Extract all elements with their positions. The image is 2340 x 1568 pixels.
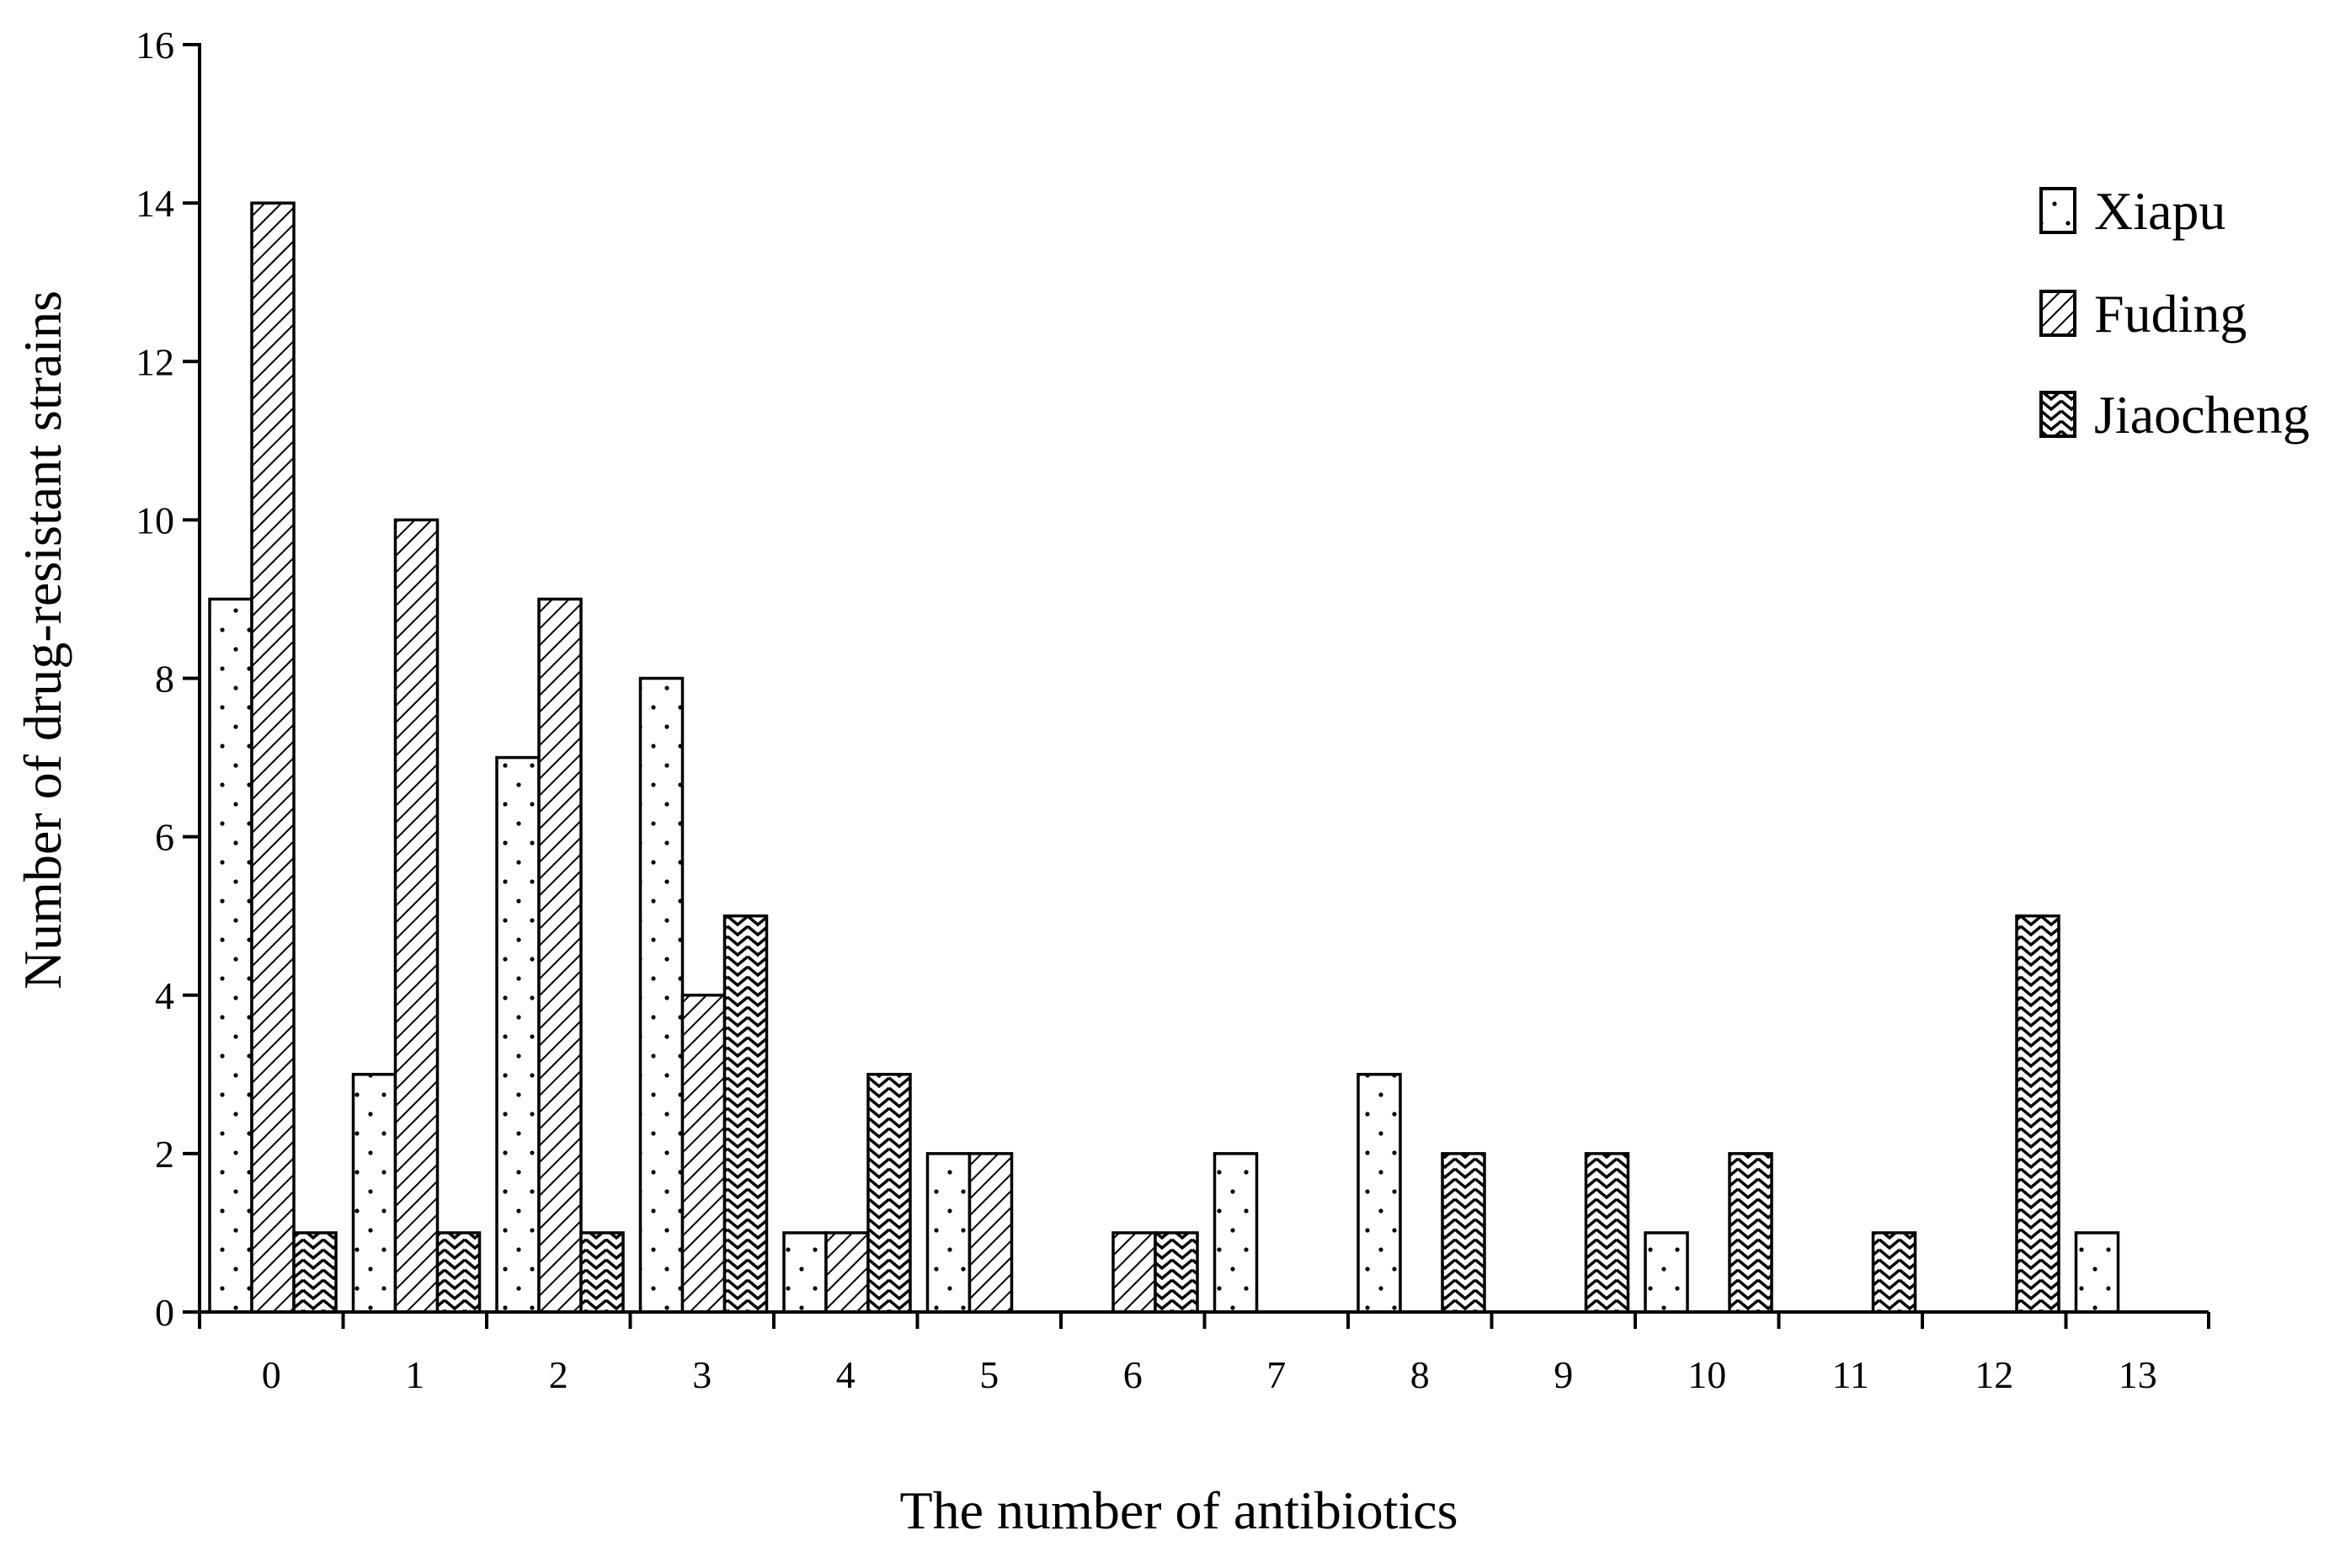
x-tick-label: 11	[1832, 1353, 1869, 1396]
bar-xiapu-13	[2074, 1231, 2120, 1314]
x-tick-label: 12	[1975, 1353, 2013, 1396]
x-tick-label: 1	[405, 1353, 424, 1396]
y-tick-label: 4	[155, 974, 174, 1017]
bar-xiapu-7	[1213, 1152, 1259, 1314]
x-tick-label: 8	[1410, 1353, 1430, 1396]
bar-jiaocheng-6	[1154, 1231, 1199, 1314]
y-tick-label: 2	[155, 1133, 174, 1176]
x-tick-label: 6	[1123, 1353, 1143, 1396]
bar-fuding-6	[1111, 1231, 1157, 1314]
x-tick-label: 4	[836, 1353, 856, 1396]
x-tick-label: 2	[549, 1353, 568, 1396]
bar-fuding-4	[824, 1231, 870, 1314]
legend-label-jiaocheng: Jiaocheng	[2094, 385, 2310, 445]
bar-xiapu-8	[1357, 1073, 1402, 1314]
bar-jiaocheng-4	[866, 1073, 912, 1314]
x-axis-ticks: 0 1 2 3 4 5 6 7 8 9 10 11 12 13	[198, 1312, 2210, 1396]
x-tick-label: 7	[1266, 1353, 1286, 1396]
bar-jiaocheng-12	[2015, 914, 2060, 1314]
legend-label-xiapu: Xiapu	[2094, 181, 2225, 241]
bar-jiaocheng-3	[722, 914, 769, 1314]
bar-jiaocheng-2	[579, 1231, 625, 1314]
bar-jiaocheng-0	[292, 1231, 338, 1314]
y-tick-label: 14	[136, 182, 174, 225]
y-tick-label: 16	[136, 24, 174, 67]
x-tick-label: 3	[692, 1353, 712, 1396]
x-tick-label: 10	[1687, 1353, 1726, 1396]
bars-layer	[208, 201, 2120, 1314]
y-tick-label: 6	[155, 816, 174, 859]
bar-xiapu-1	[351, 1073, 397, 1314]
bar-fuding-3	[680, 994, 727, 1314]
bar-xiapu-3	[638, 676, 685, 1314]
y-tick-label: 0	[155, 1291, 174, 1334]
bar-xiapu-0	[208, 597, 253, 1314]
y-axis-title: Number of drug-resistant strains	[13, 291, 72, 989]
x-tick-label: 5	[979, 1353, 999, 1396]
bar-xiapu-4	[782, 1231, 828, 1314]
bar-xiapu-2	[495, 755, 541, 1314]
legend-swatch-xiapu	[2039, 187, 2076, 234]
legend-label-fuding: Fuding	[2094, 284, 2247, 344]
bar-fuding-1	[393, 518, 440, 1314]
bar-xiapu-5	[925, 1152, 972, 1314]
legend: Xiapu Fuding Jiaocheng	[2039, 181, 2310, 445]
y-tick-label: 12	[136, 340, 174, 383]
bar-jiaocheng-1	[435, 1231, 482, 1314]
y-axis-ticks: 0 2 4 6 8 10 12 14 16	[136, 24, 200, 1334]
x-tick-label: 9	[1554, 1353, 1573, 1396]
x-tick-label: 0	[262, 1353, 281, 1396]
bar-jiaocheng-9	[1584, 1152, 1630, 1314]
bar-jiaocheng-8	[1441, 1152, 1486, 1314]
bar-fuding-2	[537, 597, 583, 1314]
y-tick-label: 8	[155, 658, 174, 701]
bar-xiapu-10	[1644, 1231, 1689, 1314]
y-tick-label: 10	[136, 499, 174, 541]
bar-fuding-5	[967, 1152, 1014, 1314]
x-tick-label: 13	[2119, 1353, 2157, 1396]
x-axis-title: The number of antibiotics	[900, 1480, 1458, 1540]
bar-fuding-0	[250, 201, 296, 1314]
legend-swatch-fuding	[2039, 290, 2076, 337]
legend-swatch-jiaocheng	[2039, 391, 2076, 438]
bar-jiaocheng-11	[1871, 1231, 1917, 1314]
bar-jiaocheng-10	[1728, 1152, 1773, 1314]
